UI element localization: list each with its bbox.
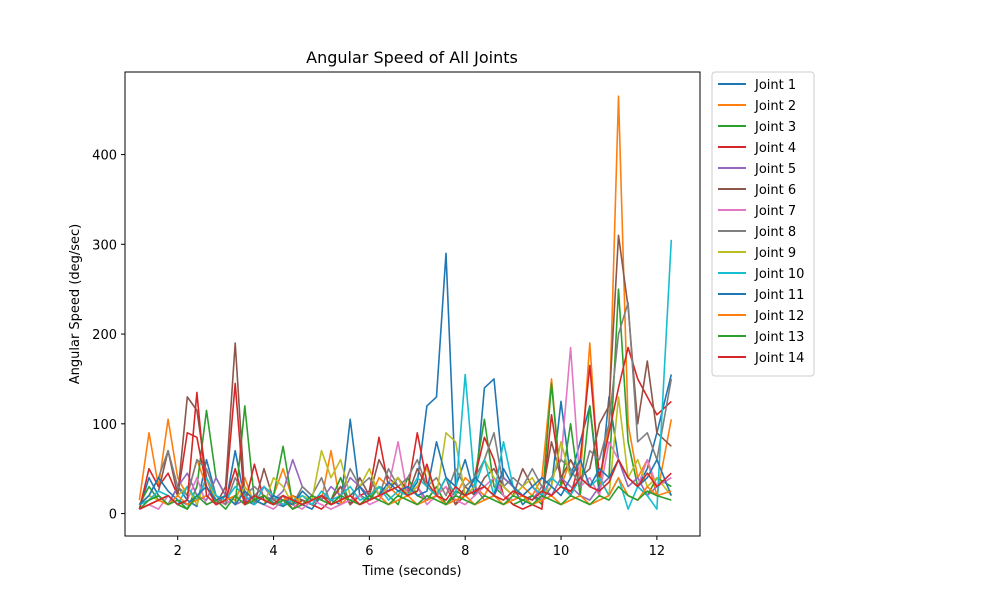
x-tick-label: 12 <box>649 544 666 559</box>
chart-title: Angular Speed of All Joints <box>306 48 518 67</box>
legend-label-joint-7: Joint 7 <box>754 204 796 219</box>
series-line-joint-14 <box>139 391 672 510</box>
legend-label-joint-13: Joint 13 <box>754 330 804 345</box>
x-tick-label: 2 <box>174 544 182 559</box>
plot-frame <box>124 71 701 537</box>
series-line-joint-13 <box>138 485 672 510</box>
y-axis-label: Angular Speed (deg/sec) <box>68 224 83 385</box>
y-tick-label: 300 <box>92 238 117 253</box>
x-tick-label: 8 <box>461 544 469 559</box>
legend-label-joint-10: Joint 10 <box>754 267 804 282</box>
legend-label-joint-3: Joint 3 <box>754 120 796 135</box>
legend-label-joint-11: Joint 11 <box>754 288 804 303</box>
legend-label-joint-5: Joint 5 <box>754 162 796 177</box>
x-axis: 2 4 6 8 10 12 <box>174 536 666 559</box>
y-tick-label: 400 <box>92 149 117 164</box>
y-tick-label: 100 <box>92 418 117 433</box>
legend-label-joint-1: Joint 1 <box>754 78 796 93</box>
y-tick-label: 200 <box>92 328 117 343</box>
x-tick-label: 4 <box>269 544 277 559</box>
legend: Joint 1 Joint 2 Joint 3 Joint 4 Joint 5 Joint… <box>711 71 815 377</box>
legend-label-joint-12: Joint 12 <box>754 309 804 324</box>
x-tick-label: 6 <box>365 544 373 559</box>
legend-label-joint-8: Joint 8 <box>754 225 796 240</box>
y-axis: 0 100 200 300 400 <box>92 149 125 523</box>
legend-label-joint-4: Joint 4 <box>754 141 796 156</box>
y-tick-label: 0 <box>109 508 117 523</box>
legend-label-joint-14: Joint 14 <box>754 351 804 366</box>
series-layer <box>138 95 673 510</box>
legend-label-joint-2: Joint 2 <box>754 99 796 114</box>
legend-label-joint-6: Joint 6 <box>754 183 796 198</box>
legend-label-joint-9: Joint 9 <box>754 246 796 261</box>
x-axis-label: Time (seconds) <box>361 564 461 579</box>
x-tick-label: 10 <box>553 544 570 559</box>
